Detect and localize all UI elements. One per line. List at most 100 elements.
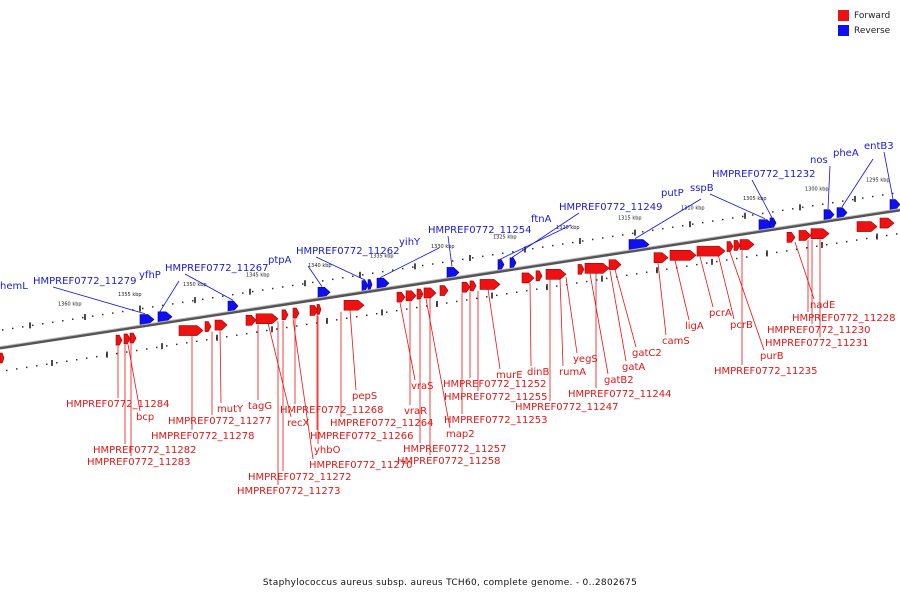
ruler-dot: [306, 323, 308, 326]
ruler-dot: [166, 345, 168, 347]
reverse-gene-label: ptpA: [268, 255, 292, 266]
forward-gene-label: map2: [446, 429, 475, 440]
forward-gene-label: purB: [760, 351, 784, 362]
forward-gene-label: tagG: [248, 401, 272, 412]
forward-leader-line: [794, 241, 815, 300]
reverse-gene-arrow: [446, 267, 460, 278]
ruler-dot: [372, 272, 374, 274]
ruler-dot: [192, 300, 194, 302]
ruler-dot: [552, 244, 554, 247]
forward-gene-label: murE: [496, 370, 523, 381]
ruler-dot: [76, 358, 78, 361]
ruler-dot: [722, 218, 724, 221]
forward-leader-line: [219, 330, 222, 404]
ruler-dot: [112, 312, 114, 314]
ruler-dot: [402, 267, 404, 270]
ruler-dot: [16, 368, 18, 370]
kbp-tick-label: 1295 kbp: [866, 177, 890, 183]
forward-gene-arrow: [469, 280, 477, 292]
ruler-dot: [826, 243, 828, 246]
ruler-dot: [336, 319, 338, 321]
ruler-dot: [322, 280, 324, 282]
forward-gene-label: HMPREF0772_11272: [248, 472, 351, 483]
kbp-tick-label: 1310 kbp: [681, 206, 705, 212]
ruler-dot: [886, 234, 888, 237]
forward-gene-arrow: [129, 332, 137, 344]
gene-arrows: [0, 199, 900, 364]
ruler-dot: [646, 271, 648, 274]
reverse-gene-arrow: [769, 217, 777, 229]
ruler-dot: [636, 273, 638, 275]
forward-gene-arrow: [798, 230, 812, 241]
forward-leader-line: [674, 260, 690, 321]
forward-gene-arrow: [115, 334, 123, 346]
reverse-gene-label: sspB: [690, 183, 714, 194]
kbp-tick-label: 1345 kbp: [246, 272, 270, 278]
forward-gene-label: HMPREF0772_11257: [403, 444, 506, 455]
legend-reverse: Reverse: [838, 23, 890, 38]
ruler-dot: [796, 248, 798, 251]
ruler-dot: [846, 240, 848, 243]
reverse-gene-arrow: [889, 199, 900, 210]
ruler-dot: [46, 363, 48, 366]
ruler-dot: [576, 282, 578, 284]
ruler-dot: [586, 280, 588, 283]
ruler-dot: [462, 258, 464, 261]
ruler-dot: [222, 295, 224, 297]
genome-caption: Staphylococcus aureus subsp. aureus TCH6…: [262, 578, 638, 588]
ruler-dot: [862, 197, 864, 199]
ruler-dot: [682, 224, 684, 227]
forward-gene-label: HMPREF0772_11266: [310, 431, 413, 442]
forward-gene-label: HMPREF0772_11255: [444, 392, 547, 403]
forward-gene-label: HMPREF0772_11268: [280, 405, 383, 416]
forward-gene-label: HMPREF0772_11258: [397, 456, 500, 467]
ruler-dot: [236, 334, 238, 336]
ruler-dot: [542, 246, 544, 248]
ruler-dot: [732, 217, 734, 219]
label-leader-lines: [52, 151, 894, 485]
forward-gene-label: gatA: [622, 362, 645, 373]
ruler-dot: [602, 237, 604, 239]
forward-gene-arrow: [461, 281, 471, 293]
ruler-dot: [42, 323, 44, 325]
ruler-dot: [62, 319, 64, 322]
reverse-gene-arrow: [823, 209, 835, 220]
forward-gene-arrow: [309, 305, 319, 316]
forward-gene-label: dinB: [527, 367, 549, 378]
ruler-dot: [362, 273, 364, 276]
forward-gene-label: yegS: [573, 354, 598, 365]
ruler-dot: [382, 270, 384, 273]
reverse-gene-arrow: [367, 279, 373, 290]
ruler-dot: [52, 321, 54, 324]
ruler-dot: [56, 362, 58, 364]
ruler-dot: [26, 366, 28, 369]
forward-gene-arrow: [123, 333, 131, 345]
forward-leader-line: [589, 273, 609, 375]
genome-axis-highlight: [0, 208, 900, 348]
ruler-dot: [392, 269, 394, 271]
forward-gene-arrow: [856, 221, 878, 232]
ruler-dot: [426, 305, 428, 307]
ruler-dot: [242, 292, 244, 294]
ruler-dot: [516, 291, 518, 293]
ruler-dot: [596, 279, 598, 281]
forward-gene-label: HMPREF0772_11264: [330, 418, 433, 429]
reverse-leader-line: [447, 235, 453, 267]
ruler-dot: [22, 326, 24, 328]
forward-gene-label: camS: [662, 336, 690, 347]
reverse-leader-line: [511, 212, 580, 258]
ruler-dot: [892, 192, 894, 195]
ruler-dot: [296, 325, 298, 327]
ruler-dot: [136, 349, 138, 352]
forward-gene-arrow: [608, 259, 622, 270]
reverse-gene-arrow: [227, 300, 239, 312]
ruler-dot: [802, 206, 804, 209]
forward-gene-arrow: [0, 352, 5, 364]
ruler-dot: [412, 266, 414, 268]
ruler-dot: [792, 208, 794, 210]
legend-reverse-label: Reverse: [854, 25, 891, 36]
ruler-dot: [606, 277, 608, 280]
forward-gene-arrow: [178, 325, 204, 336]
reverse-gene-arrow: [157, 311, 173, 323]
